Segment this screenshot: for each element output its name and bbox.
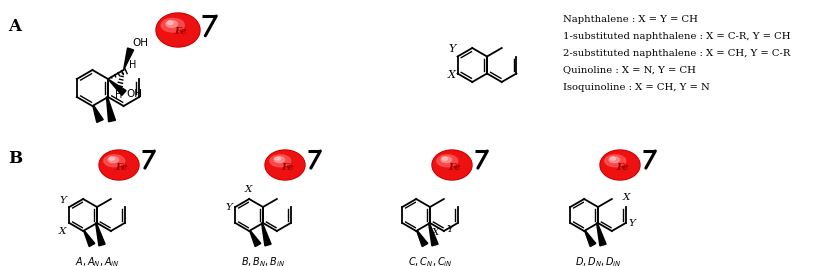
Text: X: X xyxy=(244,185,252,194)
Polygon shape xyxy=(106,97,115,122)
Ellipse shape xyxy=(104,155,125,167)
Text: $D, D_N, D_{iN}$: $D, D_N, D_{iN}$ xyxy=(574,255,622,266)
Text: Fe: Fe xyxy=(116,163,128,172)
Ellipse shape xyxy=(275,157,280,160)
Ellipse shape xyxy=(437,155,458,167)
Text: H: H xyxy=(115,90,123,100)
Text: X: X xyxy=(623,193,631,202)
Ellipse shape xyxy=(161,18,185,32)
Ellipse shape xyxy=(610,157,615,160)
Ellipse shape xyxy=(274,157,284,163)
Polygon shape xyxy=(417,231,428,247)
Text: OH: OH xyxy=(126,89,142,99)
Polygon shape xyxy=(261,223,271,246)
Ellipse shape xyxy=(265,150,305,180)
Text: Naphthalene : X = Y = CH: Naphthalene : X = Y = CH xyxy=(563,15,698,24)
Text: X: X xyxy=(448,70,456,81)
Ellipse shape xyxy=(600,150,640,180)
Ellipse shape xyxy=(441,157,452,163)
Text: Fe: Fe xyxy=(175,27,187,36)
Ellipse shape xyxy=(156,13,200,47)
Text: Y: Y xyxy=(629,219,636,228)
Text: $C, C_N, C_{iN}$: $C, C_N, C_{iN}$ xyxy=(408,255,453,266)
Text: A: A xyxy=(8,18,21,35)
Text: Y: Y xyxy=(447,226,453,235)
Ellipse shape xyxy=(167,21,173,24)
Ellipse shape xyxy=(109,157,114,160)
Ellipse shape xyxy=(605,155,626,167)
Polygon shape xyxy=(250,231,261,247)
Ellipse shape xyxy=(609,157,619,163)
Text: Fe: Fe xyxy=(282,163,294,172)
Ellipse shape xyxy=(601,151,639,179)
Text: Fe: Fe xyxy=(617,163,629,172)
Ellipse shape xyxy=(266,151,304,179)
Ellipse shape xyxy=(99,150,139,180)
Text: Y: Y xyxy=(60,196,66,205)
Ellipse shape xyxy=(108,157,118,163)
Ellipse shape xyxy=(100,151,138,179)
Ellipse shape xyxy=(442,157,448,160)
Ellipse shape xyxy=(432,150,472,180)
Polygon shape xyxy=(96,223,105,246)
Polygon shape xyxy=(84,231,95,247)
Polygon shape xyxy=(585,231,596,247)
Ellipse shape xyxy=(270,155,291,167)
Text: Y: Y xyxy=(225,203,232,213)
Polygon shape xyxy=(108,79,126,95)
Text: Isoquinoline : X = CH, Y = N: Isoquinoline : X = CH, Y = N xyxy=(563,83,710,92)
Text: X: X xyxy=(432,228,440,237)
Text: OH: OH xyxy=(132,38,149,48)
Text: Y: Y xyxy=(449,44,456,55)
Text: 1-substituted naphthalene : X = C-R, Y = CH: 1-substituted naphthalene : X = C-R, Y =… xyxy=(563,32,791,41)
Ellipse shape xyxy=(157,14,199,46)
Text: B: B xyxy=(8,150,22,167)
Text: X: X xyxy=(59,227,66,236)
Ellipse shape xyxy=(433,151,471,179)
Text: H: H xyxy=(129,60,136,70)
Polygon shape xyxy=(123,48,134,70)
Polygon shape xyxy=(93,106,103,122)
Ellipse shape xyxy=(166,20,177,27)
Text: Fe: Fe xyxy=(449,163,462,172)
Polygon shape xyxy=(596,223,606,246)
Text: Quinoline : X = N, Y = CH: Quinoline : X = N, Y = CH xyxy=(563,66,696,75)
Polygon shape xyxy=(429,223,438,246)
Text: $A, A_N, A_{iN}$: $A, A_N, A_{iN}$ xyxy=(74,255,119,266)
Text: 2-substituted naphthalene : X = CH, Y = C-R: 2-substituted naphthalene : X = CH, Y = … xyxy=(563,49,790,58)
Text: $B, B_N, B_{iN}$: $B, B_N, B_{iN}$ xyxy=(241,255,285,266)
